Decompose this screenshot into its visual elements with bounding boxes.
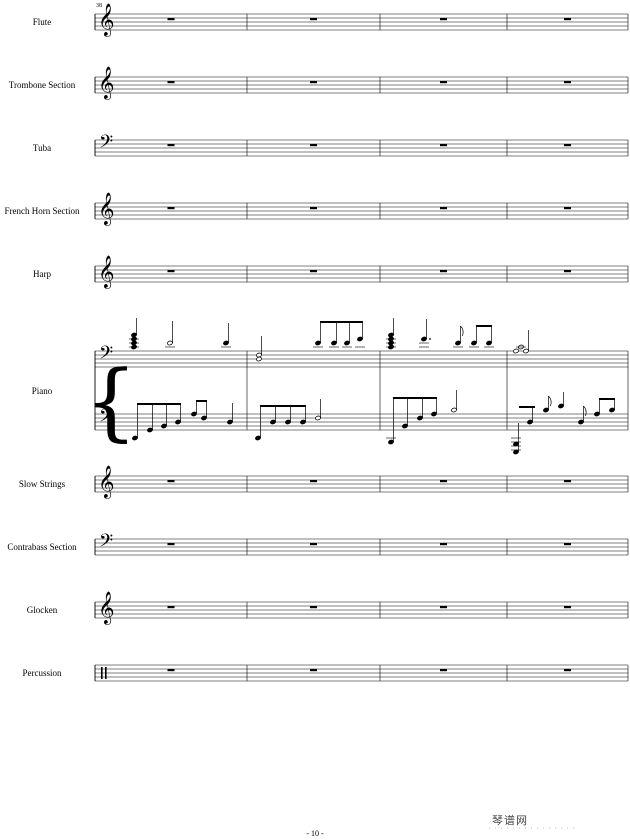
whole-rest-icon — [440, 207, 447, 210]
instrument-label: French Horn Section — [5, 206, 80, 216]
beam — [137, 403, 181, 405]
whole-rest-icon — [310, 270, 317, 273]
whole-rest-icon — [310, 543, 317, 546]
whole-rest-icon — [564, 81, 571, 84]
instrument-label: Piano — [32, 386, 53, 396]
staff-flute: 𝄞 — [94, 3, 629, 37]
instrument-label: Percussion — [23, 668, 62, 678]
whole-rest-icon — [440, 144, 447, 147]
staff-tuba: 𝄢 — [94, 132, 629, 157]
instrument-label: Tuba — [33, 143, 51, 153]
whole-rest-icon — [167, 606, 175, 609]
whole-rest-icon — [440, 543, 447, 546]
whole-rest-icon — [564, 270, 571, 273]
whole-rest-icon — [564, 669, 571, 672]
whole-rest-icon — [440, 270, 447, 273]
bass-clef-icon: 𝄢 — [99, 406, 113, 431]
whole-rest-icon — [310, 669, 317, 672]
whole-rest-icon — [167, 669, 175, 672]
whole-rest-icon — [440, 606, 447, 609]
measure-number: 38 — [96, 3, 102, 9]
brace-icon: { — [84, 352, 137, 450]
bass-clef-icon: 𝄢 — [99, 132, 113, 157]
staff-trombone-section: 𝄞 — [94, 66, 629, 100]
treble-clef-icon: 𝄞 — [98, 66, 115, 100]
whole-rest-icon — [167, 480, 175, 483]
staff-glocken: 𝄞 — [94, 591, 629, 625]
treble-clef-icon: 𝄞 — [98, 192, 115, 226]
instrument-label: Harp — [33, 269, 51, 279]
whole-rest-icon — [167, 81, 175, 84]
bass-clef-icon: 𝄢 — [99, 531, 113, 556]
instrument-label: Glocken — [27, 605, 58, 615]
watermark-logo: 琴谱网 — [492, 814, 528, 827]
beam — [320, 321, 363, 323]
whole-rest-icon — [310, 480, 317, 483]
whole-rest-icon — [440, 81, 447, 84]
whole-rest-icon — [440, 669, 447, 672]
staff-slow-strings: 𝄞 — [94, 465, 629, 499]
instrument-label: Flute — [33, 17, 52, 27]
treble-clef-icon: 𝄞 — [98, 255, 115, 289]
instrument-label: Contrabass Section — [7, 542, 77, 552]
whole-rest-icon — [310, 606, 317, 609]
whole-rest-icon — [167, 270, 175, 273]
watermark-url-strip: · · · · · · · · · · · · · · · — [488, 826, 576, 832]
whole-rest-icon — [310, 144, 317, 147]
beam — [260, 405, 306, 407]
whole-rest-icon — [564, 207, 571, 210]
instrument-label: Slow Strings — [19, 479, 66, 489]
piano-notation — [129, 318, 615, 455]
staff-contrabass-section: 𝄢 — [94, 531, 629, 556]
treble-clef-icon: 𝄞 — [98, 465, 115, 499]
staff-systems: Flute 𝄞 Trombone Section 𝄞 Tuba 𝄢 French Horn … — [5, 3, 629, 682]
bass-clef-icon: 𝄢 — [99, 343, 113, 368]
beam — [519, 406, 535, 408]
instrument-label: Trombone Section — [9, 80, 76, 90]
whole-rest-icon — [167, 207, 175, 210]
whole-rest-icon — [564, 144, 571, 147]
whole-rest-icon — [310, 18, 317, 21]
staff-harp: 𝄞 — [94, 255, 629, 289]
percussion-clef-icon — [101, 667, 107, 679]
whole-rest-icon — [167, 144, 175, 147]
whole-rest-icon — [564, 606, 571, 609]
beam — [599, 398, 615, 400]
page-number: - 10 - — [306, 829, 324, 838]
staff-french-horn-section: 𝄞 — [94, 192, 629, 226]
piano-grand-staff: 𝄢 𝄢{ — [84, 343, 629, 450]
whole-rest-icon — [310, 81, 317, 84]
whole-rest-icon — [167, 543, 175, 546]
whole-rest-icon — [167, 18, 175, 21]
note-head — [513, 348, 519, 354]
whole-rest-icon — [440, 480, 447, 483]
whole-rest-icon — [564, 543, 571, 546]
beam — [476, 325, 492, 327]
whole-rest-icon — [564, 480, 571, 483]
beam — [393, 397, 437, 399]
whole-rest-icon — [564, 18, 571, 21]
staff-percussion — [94, 664, 629, 682]
whole-rest-icon — [440, 18, 447, 21]
whole-rest-icon — [310, 207, 317, 210]
treble-clef-icon: 𝄞 — [98, 3, 115, 37]
beam — [196, 400, 207, 402]
treble-clef-icon: 𝄞 — [98, 591, 115, 625]
